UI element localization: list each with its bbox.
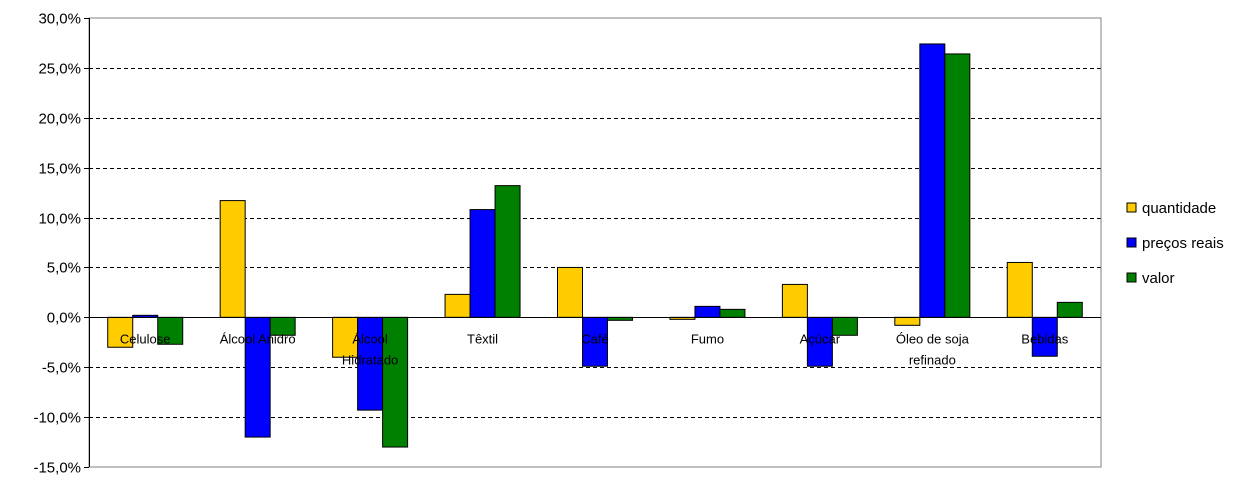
- bar-valor-7: [944, 53, 971, 318]
- legend-swatch-quantidade: [1126, 202, 1137, 213]
- bar-quantidade-6: [781, 283, 808, 318]
- y-tick-label: 20,0%: [38, 111, 81, 128]
- category-label: Óleo de soja refinado: [896, 331, 970, 367]
- y-tick-label: -15,0%: [33, 460, 81, 477]
- bar-valor-3: [494, 185, 521, 318]
- bar-quantidade-4: [557, 266, 583, 318]
- category-label: Açúcar: [800, 331, 841, 346]
- category-label: Álcool Hidratado: [342, 331, 398, 367]
- legend-swatch-valor: [1126, 272, 1137, 283]
- bar-preços-reais-7: [919, 43, 946, 318]
- bar-valor-5: [719, 308, 746, 318]
- bar-quantidade-3: [444, 293, 471, 318]
- bar-valor-2: [382, 316, 409, 448]
- bar-quantidade-1: [219, 200, 246, 318]
- bar-preços-reais-3: [469, 209, 496, 318]
- y-tick-label: 25,0%: [38, 61, 81, 78]
- bar-preços-reais-4: [582, 316, 608, 367]
- legend-label: quantidade: [1142, 200, 1216, 217]
- bar-quantidade-7: [894, 316, 921, 326]
- category-label: Álcool Anidro: [220, 331, 296, 346]
- legend-label: preços reais: [1142, 235, 1224, 252]
- legend-label: valor: [1142, 270, 1175, 287]
- y-tick-label: 15,0%: [38, 161, 81, 178]
- bars: [107, 43, 1083, 448]
- legend: quantidade preços reais valor: [1126, 200, 1224, 287]
- category-label: Fumo: [691, 331, 724, 346]
- y-tick-label: -10,0%: [33, 410, 81, 427]
- bar-preços-reais-6: [806, 316, 833, 367]
- bar-valor-0: [157, 316, 184, 345]
- bar-quantidade-8: [1006, 261, 1033, 318]
- category-label: Têxtil: [467, 331, 498, 346]
- category-label: Bebidas: [1021, 331, 1068, 346]
- bar-preços-reais-5: [694, 305, 721, 318]
- bar-quantidade-0: [107, 316, 134, 348]
- axes: [84, 17, 1102, 468]
- y-tick-label: 5,0%: [47, 260, 81, 277]
- category-label: Café: [581, 331, 608, 346]
- y-tick-label: 10,0%: [38, 211, 81, 228]
- bar-preços-reais-1: [244, 316, 271, 438]
- category-label: Celulose: [120, 331, 171, 346]
- y-tick-label: -5,0%: [42, 360, 81, 377]
- y-tick-label: 0,0%: [47, 310, 81, 327]
- bar-valor-8: [1056, 301, 1083, 318]
- labels: -15,0% -10,0% -5,0% 0,0% 5,0% 10,0% 15,0% 20,0%…: [33, 11, 1068, 477]
- legend-swatch-preços-reais: [1126, 237, 1137, 248]
- y-tick-label: 30,0%: [38, 11, 81, 28]
